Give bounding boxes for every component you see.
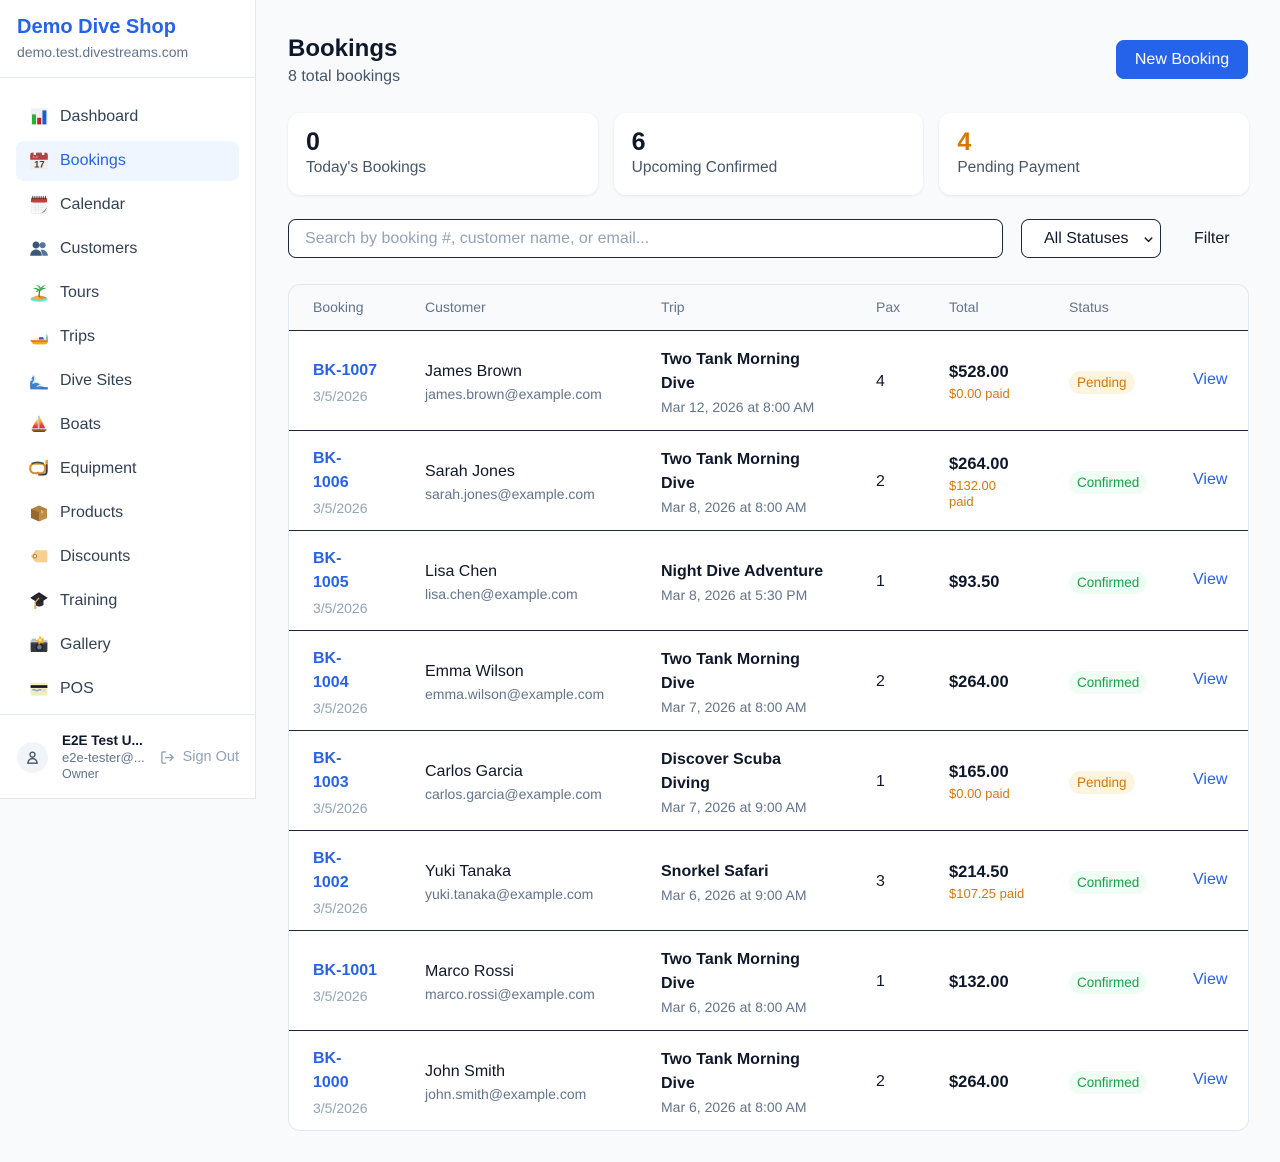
svg-text:17: 17	[34, 160, 45, 171]
